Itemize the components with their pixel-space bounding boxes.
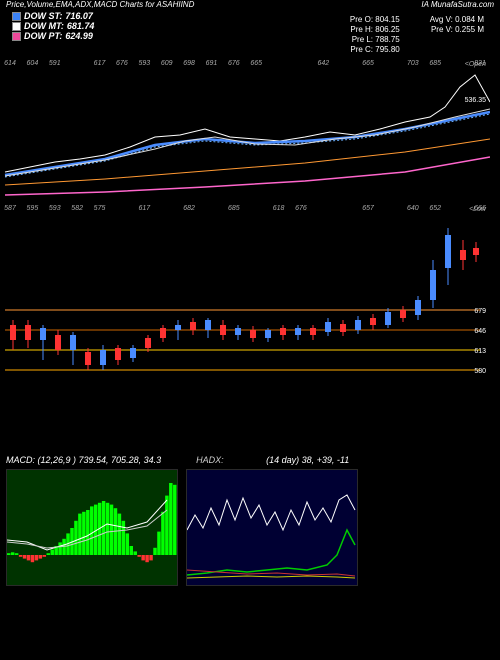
svg-text:595: 595 xyxy=(27,205,39,212)
svg-text:580: 580 xyxy=(474,368,486,375)
site-attribution: IA MunafaSutra.com xyxy=(350,0,494,9)
svg-text:575: 575 xyxy=(94,205,106,212)
adx-panel xyxy=(186,469,358,586)
dow-pt-swatch xyxy=(12,32,21,41)
svg-text:685: 685 xyxy=(228,205,240,212)
svg-text:646: 646 xyxy=(474,328,486,335)
svg-text:698: 698 xyxy=(183,60,195,67)
macd-panel xyxy=(6,469,178,586)
svg-text:617: 617 xyxy=(94,60,107,67)
ema-chart: 614 604 591 617 676 593 609 698 691 676 665 642 665 7… xyxy=(0,55,490,200)
svg-text:642: 642 xyxy=(317,60,329,67)
dow-legend: DOW ST: 716.07 DOW MT: 681.74 DOW PT: 62… xyxy=(6,9,194,43)
svg-text:593: 593 xyxy=(138,60,150,67)
svg-text:618: 618 xyxy=(273,205,285,212)
macd-adx-header: MACD: (12,26,9 ) 739.54, 705.28, 34.3 HA… xyxy=(0,455,500,465)
svg-text:665: 665 xyxy=(362,60,374,67)
svg-text:703: 703 xyxy=(407,60,419,67)
svg-text:676: 676 xyxy=(116,60,128,67)
svg-text:582: 582 xyxy=(71,205,83,212)
pre-info: Pre O: 804.15 Pre H: 806.25 Pre L: 788.7… xyxy=(350,15,494,55)
svg-text:<Low: <Low xyxy=(469,206,487,213)
svg-text:652: 652 xyxy=(429,205,441,212)
dow-mt-swatch xyxy=(12,22,21,31)
svg-text:604: 604 xyxy=(27,60,39,67)
svg-text:614: 614 xyxy=(4,60,16,67)
svg-text:657: 657 xyxy=(362,205,375,212)
svg-text:640: 640 xyxy=(407,205,419,212)
svg-text:<Open: <Open xyxy=(465,61,486,68)
svg-text:676: 676 xyxy=(228,60,240,67)
candlestick-chart: 587 595 593 582 575 617 682 685 618 676 657 640 652 6… xyxy=(0,200,490,395)
svg-text:617: 617 xyxy=(138,205,151,212)
svg-text:593: 593 xyxy=(49,205,61,212)
svg-text:613: 613 xyxy=(474,348,486,355)
svg-text:676: 676 xyxy=(295,205,307,212)
svg-text:691: 691 xyxy=(206,60,218,67)
dow-st-swatch xyxy=(12,12,21,21)
svg-text:685: 685 xyxy=(429,60,441,67)
chart-title: Price,Volume,EMA,ADX,MACD Charts for ASA… xyxy=(6,0,194,9)
svg-text:591: 591 xyxy=(49,60,61,67)
svg-text:682: 682 xyxy=(183,205,195,212)
svg-text:679: 679 xyxy=(474,308,486,315)
svg-text:665: 665 xyxy=(250,60,262,67)
svg-text:609: 609 xyxy=(161,60,173,67)
svg-text:587: 587 xyxy=(4,205,17,212)
svg-text:536.35: 536.35 xyxy=(465,97,487,104)
